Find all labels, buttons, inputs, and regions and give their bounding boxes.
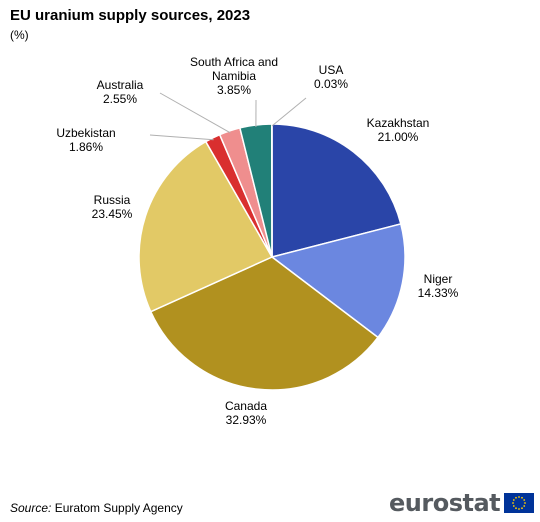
data-label-usa: USA 0.03% [314, 63, 348, 91]
flag-star [521, 496, 524, 499]
flag-star [512, 502, 515, 504]
flag-star [521, 507, 524, 510]
source-text: Euratom Supply Agency [51, 501, 183, 515]
flag-star [515, 507, 518, 510]
flag-star [513, 505, 515, 507]
flag-star [518, 508, 521, 510]
data-label-australia: Australia 2.55% [97, 78, 144, 106]
flag-star [513, 499, 515, 501]
source-note: Source: Euratom Supply Agency [10, 501, 183, 515]
eu-flag-icon [504, 493, 535, 513]
leader-line [149, 134, 214, 141]
data-label-south-africa-and-namibia: South Africa and Namibia 3.85% [190, 55, 278, 97]
flag-star [524, 502, 527, 504]
flag-star [523, 505, 526, 507]
pie-slice-niger[interactable] [270, 223, 406, 339]
logo-text: eurostat [389, 489, 501, 517]
data-label-russia: Russia 23.45% [92, 193, 133, 221]
flag-star [523, 499, 526, 501]
data-label-uzbekistan: Uzbekistan 1.86% [56, 126, 115, 154]
pie-slice-canada[interactable] [149, 256, 380, 391]
chart-subtitle: (%) [10, 28, 29, 42]
flag-star [518, 496, 521, 498]
eurostat-logo[interactable]: eurostat [389, 489, 535, 517]
chart-title: EU uranium supply sources, 2023 [10, 7, 251, 24]
data-label-kazakhstan: Kazakhstan 21.00% [367, 116, 430, 144]
leader-line [271, 97, 307, 127]
leader-line [159, 92, 231, 134]
pie-slice-russia[interactable] [138, 140, 274, 313]
source-label: Source: [10, 501, 52, 515]
flag-star [515, 496, 518, 499]
pie-slice-kazakhstan[interactable] [271, 123, 402, 258]
data-label-niger: Niger 14.33% [418, 272, 459, 300]
data-label-canada: Canada 32.93% [225, 399, 267, 427]
